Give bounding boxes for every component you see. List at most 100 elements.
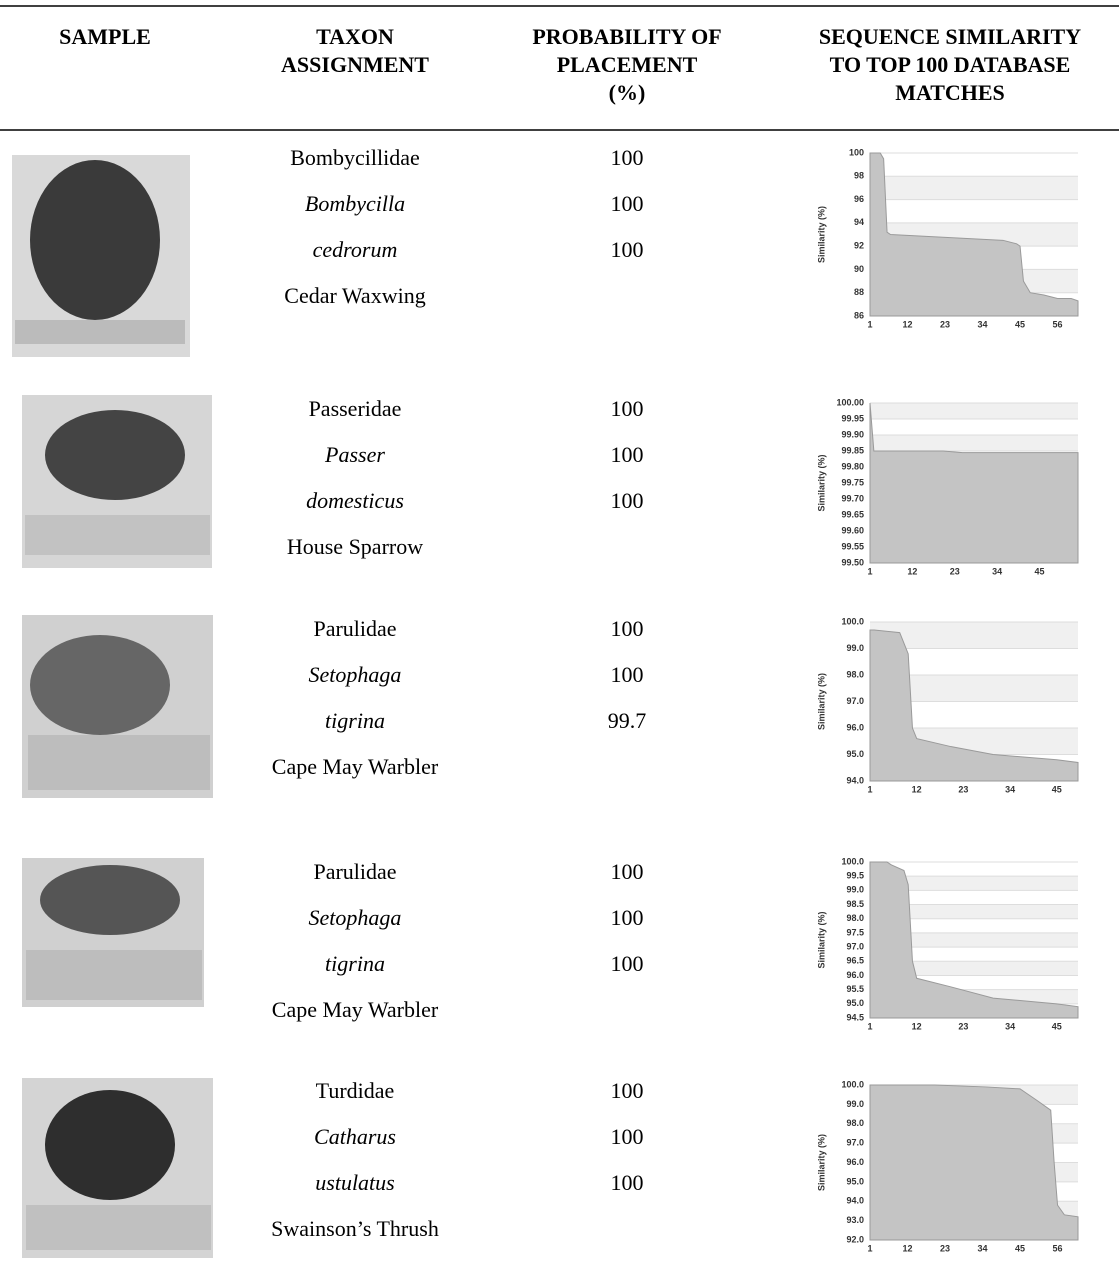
probability: 99.7 <box>608 708 647 733</box>
header-label: ASSIGNMENT <box>281 52 429 77</box>
probability: 100 <box>611 859 644 884</box>
y-tick-label: 99.5 <box>846 871 864 881</box>
y-tick-label: 99.75 <box>841 477 864 487</box>
x-tick-label: 56 <box>1053 1243 1063 1253</box>
y-tick-label: 98.0 <box>846 913 864 923</box>
probability: 100 <box>611 905 644 930</box>
taxon-name: cedrorum <box>313 237 398 262</box>
x-tick-label: 12 <box>907 566 917 576</box>
y-axis-label: Similarity (%) <box>816 454 826 511</box>
similarity-chart: 94.5 95.0 95.5 96.0 96.5 97.0 97.5 98.0 98.5 99.0… <box>816 856 1079 1031</box>
x-tick-label: 12 <box>903 1243 913 1253</box>
similarity-area <box>869 152 1079 317</box>
x-tick-label: 1 <box>867 1021 872 1031</box>
taxon-name: Swainson’s Thrush <box>271 1216 439 1241</box>
photo <box>22 395 212 568</box>
probability: 100 <box>611 951 644 976</box>
y-tick-label: 99.85 <box>841 445 864 455</box>
y-tick-label: 94.5 <box>846 1012 864 1022</box>
header-label: SEQUENCE SIMILARITY <box>819 24 1081 49</box>
y-tick-label: 95.0 <box>846 749 864 759</box>
grid-band <box>870 176 1078 200</box>
header-label: TAXON <box>316 24 394 49</box>
y-tick-label: 99.60 <box>841 525 864 535</box>
taxon-name: Setophaga <box>309 662 402 687</box>
y-axis-label: Similarity (%) <box>816 1134 826 1191</box>
y-tick-label: 100.00 <box>836 397 864 407</box>
y-tick-label: 94.0 <box>846 1196 864 1206</box>
probability: 100 <box>611 1170 644 1195</box>
header-label: MATCHES <box>895 80 1005 105</box>
taxon-name: Setophaga <box>309 905 402 930</box>
similarity-area <box>869 1084 1079 1241</box>
header-label: (%) <box>609 80 646 105</box>
y-axis-label: Similarity (%) <box>816 911 826 968</box>
taxon-name: House Sparrow <box>287 534 423 559</box>
x-tick-label: 1 <box>867 1243 872 1253</box>
y-tick-label: 99.95 <box>841 413 864 423</box>
x-tick-label: 12 <box>903 319 913 329</box>
similarity-chart: 99.50 99.55 99.60 99.65 99.70 99.75 99.80 99.85… <box>816 397 1079 576</box>
header-label: TO TOP 100 DATABASE <box>830 52 1071 77</box>
y-tick-label: 99.90 <box>841 429 864 439</box>
similarity-chart: 94.0 95.0 96.0 97.0 98.0 99.0 100.0 1 12 23 34 45 Si… <box>816 616 1079 794</box>
y-tick-label: 97.0 <box>846 1138 864 1148</box>
y-tick-label: 100.0 <box>841 616 864 626</box>
x-tick-label: 34 <box>992 566 1002 576</box>
y-tick-label: 99.80 <box>841 461 864 471</box>
grid-band <box>870 932 1078 948</box>
y-axis-label: Similarity (%) <box>816 206 826 263</box>
y-tick-label: 97.5 <box>846 927 864 937</box>
y-tick-label: 98.5 <box>846 899 864 909</box>
grid-band <box>870 876 1078 891</box>
y-tick-label: 98.0 <box>846 1118 864 1128</box>
probability: 100 <box>611 1124 644 1149</box>
y-tick-label: 94.0 <box>846 775 864 785</box>
taxon-name: Cedar Waxwing <box>284 283 425 308</box>
taxon-name: Bombycilla <box>305 191 405 216</box>
similarity-chart: 86 88 90 92 94 96 98 100 1 12 23 34 45 56 Similarity (… <box>816 147 1079 329</box>
photo <box>22 615 213 798</box>
probability: 100 <box>611 237 644 262</box>
similarity-area <box>869 402 1079 564</box>
x-tick-label: 1 <box>867 784 872 794</box>
x-tick-label: 45 <box>1015 1243 1025 1253</box>
photo <box>22 858 204 1007</box>
grid-band <box>870 403 1078 419</box>
header-label: PLACEMENT <box>557 52 698 77</box>
taxon-name: tigrina <box>325 708 385 733</box>
y-tick-label: 95.0 <box>846 998 864 1008</box>
probability: 100 <box>611 396 644 421</box>
probability: 100 <box>611 662 644 687</box>
x-tick-label: 23 <box>958 1021 968 1031</box>
y-tick-label: 100.0 <box>841 1079 864 1089</box>
y-tick-label: 99.0 <box>846 1099 864 1109</box>
y-tick-label: 95.0 <box>846 1176 864 1186</box>
grid-band <box>870 904 1078 919</box>
y-tick-label: 99.0 <box>846 885 864 895</box>
x-tick-label: 23 <box>950 566 960 576</box>
probability: 100 <box>611 145 644 170</box>
y-tick-label: 99.55 <box>841 541 864 551</box>
x-tick-label: 23 <box>940 319 950 329</box>
y-tick-label: 96 <box>854 194 864 204</box>
x-tick-label: 1 <box>867 319 872 329</box>
y-tick-label: 96.5 <box>846 956 864 966</box>
taxon-name: Parulidae <box>313 616 396 641</box>
y-tick-label: 99.65 <box>841 509 864 519</box>
probability: 100 <box>611 191 644 216</box>
y-tick-label: 96.0 <box>846 1157 864 1167</box>
y-tick-label: 97.0 <box>846 941 864 951</box>
similarity-chart: 92.0 93.0 94.0 95.0 96.0 97.0 98.0 99.0 100.0 1 12… <box>816 1079 1079 1253</box>
x-tick-label: 12 <box>912 784 922 794</box>
x-tick-label: 23 <box>958 784 968 794</box>
y-tick-label: 88 <box>854 287 864 297</box>
y-tick-label: 86 <box>854 310 864 320</box>
x-tick-label: 23 <box>940 1243 950 1253</box>
taxon-name: Passer <box>324 442 385 467</box>
header-label: PROBABILITY OF <box>532 24 721 49</box>
probability: 100 <box>611 616 644 641</box>
header-label: SAMPLE <box>59 24 151 49</box>
y-tick-label: 99.50 <box>841 557 864 567</box>
